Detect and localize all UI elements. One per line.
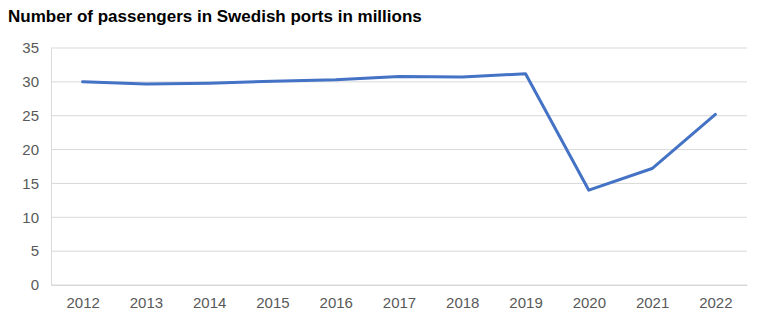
y-tick-label: 15 <box>22 175 39 192</box>
y-tick: 25 <box>22 107 51 124</box>
y-tick-label: 20 <box>22 141 39 158</box>
y-tick-label: 5 <box>31 242 39 259</box>
y-tick: 20 <box>22 141 51 158</box>
x-tick-label: 2018 <box>446 294 479 311</box>
grid-line <box>51 183 747 184</box>
x-tick-label: 2014 <box>193 294 226 311</box>
series <box>83 74 716 190</box>
y-tick: 35 <box>22 39 51 56</box>
x-axis-line <box>52 285 748 286</box>
grid <box>51 48 747 285</box>
x-tick: 2021 <box>636 285 669 311</box>
chart: Number of passengers in Swedish ports in… <box>0 0 770 333</box>
x-tick-label: 2020 <box>573 294 606 311</box>
grid-line <box>51 217 747 218</box>
y-tick: 30 <box>22 73 51 90</box>
y-tick-label: 30 <box>22 73 39 90</box>
x-tick-label: 2012 <box>66 294 99 311</box>
x-tick: 2022 <box>699 285 732 311</box>
x-tick-label: 2013 <box>130 294 163 311</box>
grid-line <box>51 81 747 82</box>
x-axis: 2012 2013 2014 2015 2016 2017 2018 2019 2020 2021… <box>52 285 748 311</box>
grid-line <box>51 48 747 49</box>
grid-line <box>51 115 747 116</box>
y-tick-label: 10 <box>22 209 39 226</box>
y-tick: 10 <box>22 209 51 226</box>
y-axis: 0 5 10 15 20 25 30 35 <box>22 39 51 293</box>
x-tick: 2018 <box>446 285 479 311</box>
x-tick: 2014 <box>193 285 226 311</box>
x-tick: 2012 <box>66 285 99 311</box>
x-tick-label: 2021 <box>636 294 669 311</box>
x-tick-label: 2016 <box>320 294 353 311</box>
plot: 0510152025303520122013201420152016201720… <box>22 39 747 310</box>
grid-line <box>51 285 747 286</box>
x-tick: 2019 <box>509 285 542 311</box>
y-tick: 15 <box>22 175 51 192</box>
grid-line <box>51 149 747 150</box>
x-tick: 2013 <box>130 285 163 311</box>
y-tick-label: 25 <box>22 107 39 124</box>
line <box>83 74 716 190</box>
x-tick: 2017 <box>383 285 416 311</box>
y-tick-label: 0 <box>31 276 39 293</box>
y-tick-label: 35 <box>22 39 39 56</box>
x-tick-label: 2019 <box>509 294 542 311</box>
x-tick: 2016 <box>320 285 353 311</box>
grid-line <box>51 251 747 252</box>
x-tick: 2015 <box>256 285 289 311</box>
x-tick: 2020 <box>573 285 606 311</box>
x-tick-label: 2022 <box>699 294 732 311</box>
y-axis-line <box>51 49 52 286</box>
x-tick-label: 2015 <box>256 294 289 311</box>
x-tick-label: 2017 <box>383 294 416 311</box>
y-tick: 5 <box>31 242 51 259</box>
y-tick: 0 <box>31 276 51 293</box>
title: Number of passengers in Swedish ports in… <box>8 7 422 26</box>
